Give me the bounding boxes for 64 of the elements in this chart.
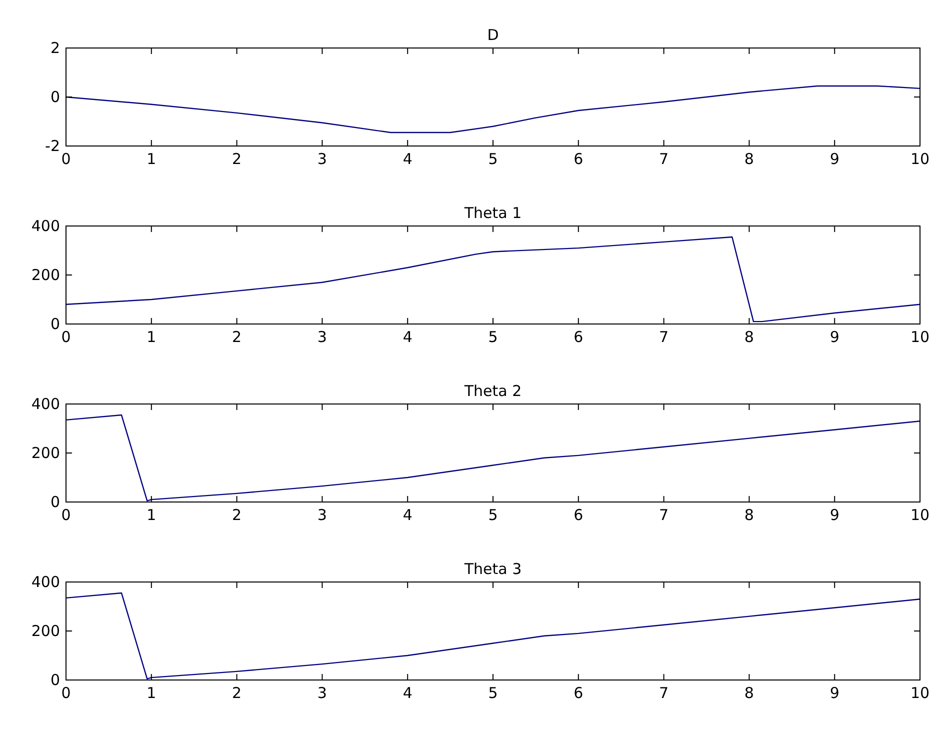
x-tick-label: 9 [830, 328, 840, 346]
x-tick-label: 7 [659, 150, 669, 168]
x-tick-label: 4 [402, 150, 412, 168]
y-tick-label: 200 [31, 266, 60, 284]
x-tick-label: 6 [574, 328, 584, 346]
x-tick-label: 1 [146, 150, 156, 168]
y-tick-label: 2 [50, 39, 60, 57]
x-tick-label: 1 [146, 328, 156, 346]
y-tick-label: 200 [31, 622, 60, 640]
x-tick-label: 8 [744, 150, 754, 168]
y-tick-label: 0 [50, 315, 60, 333]
x-tick-label: 10 [910, 328, 930, 346]
y-tick-label: 400 [31, 573, 60, 591]
x-tick-label: 9 [830, 684, 840, 702]
line-series [65, 414, 921, 502]
x-tick-label: 3 [317, 684, 327, 702]
x-tick-label: 1 [146, 684, 156, 702]
x-tick-label: 10 [910, 506, 930, 524]
x-tick-label: 2 [232, 684, 242, 702]
x-tick-label: 10 [910, 684, 930, 702]
x-tick-label: 9 [830, 150, 840, 168]
x-tick-label: 8 [744, 684, 754, 702]
x-tick-label: 6 [574, 150, 584, 168]
chart-title: Theta 2 [463, 382, 522, 400]
chart-title: Theta 1 [463, 204, 522, 222]
chart-title: D [487, 26, 499, 44]
x-tick-label: 3 [317, 328, 327, 346]
chart-title: Theta 3 [463, 560, 522, 578]
x-tick-label: 1 [146, 506, 156, 524]
x-tick-label: 10 [910, 150, 930, 168]
y-tick-label: 0 [50, 493, 60, 511]
line-series [65, 592, 921, 680]
line-series [65, 85, 921, 134]
x-tick-label: 6 [574, 684, 584, 702]
x-tick-label: 3 [317, 506, 327, 524]
y-tick-label: -2 [45, 137, 60, 155]
x-tick-label: 4 [402, 328, 412, 346]
x-tick-label: 7 [659, 684, 669, 702]
x-tick-label: 2 [232, 150, 242, 168]
x-tick-label: 7 [659, 328, 669, 346]
x-tick-label: 0 [61, 328, 71, 346]
x-tick-label: 0 [61, 506, 71, 524]
x-tick-label: 0 [61, 150, 71, 168]
x-tick-label: 4 [402, 684, 412, 702]
x-tick-label: 9 [830, 506, 840, 524]
y-tick-label: 400 [31, 217, 60, 235]
y-tick-label: 400 [31, 395, 60, 413]
y-tick-label: 0 [50, 671, 60, 689]
x-tick-label: 0 [61, 684, 71, 702]
line-series [65, 236, 921, 322]
y-tick-label: 200 [31, 444, 60, 462]
x-tick-label: 5 [488, 328, 498, 346]
x-tick-label: 8 [744, 506, 754, 524]
x-tick-label: 5 [488, 684, 498, 702]
x-tick-label: 5 [488, 150, 498, 168]
x-tick-label: 2 [232, 328, 242, 346]
x-tick-label: 7 [659, 506, 669, 524]
x-tick-label: 3 [317, 150, 327, 168]
x-tick-label: 8 [744, 328, 754, 346]
x-tick-label: 2 [232, 506, 242, 524]
x-tick-label: 4 [402, 506, 412, 524]
y-tick-label: 0 [50, 88, 60, 106]
x-tick-label: 6 [574, 506, 584, 524]
x-tick-label: 5 [488, 506, 498, 524]
